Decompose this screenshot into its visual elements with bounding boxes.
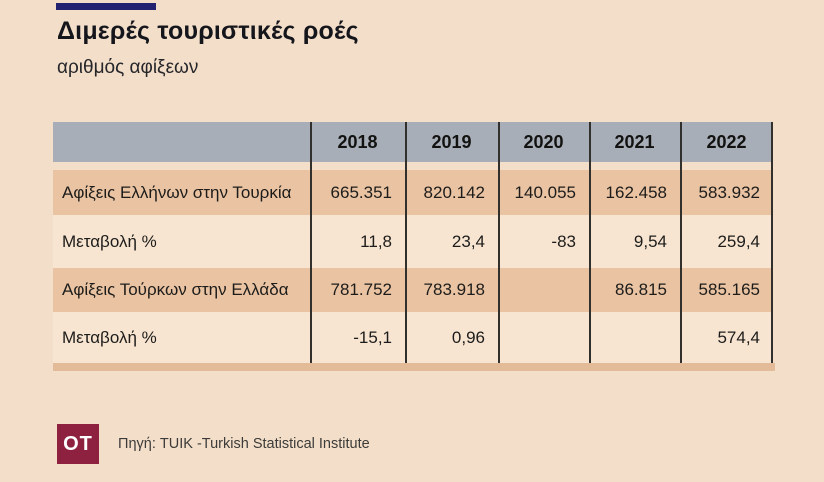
row-label: Μεταβολή % — [62, 327, 157, 347]
table-cell: -15,1 — [353, 327, 392, 347]
data-table: 2018 2019 2020 2021 2022 Αφίξεις Ελλήνων… — [53, 122, 775, 371]
table-cell — [498, 312, 589, 363]
table-bottom-strip — [53, 363, 775, 371]
row-label: Αφίξεις Ελλήνων στην Τουρκία — [62, 182, 292, 202]
header-cell-2018: 2018 — [337, 131, 378, 152]
header-cell-empty — [53, 122, 310, 162]
column-divider — [771, 122, 773, 363]
table-cell — [498, 268, 589, 312]
table-cell: 23,4 — [451, 231, 485, 251]
header-cell-2021: 2021 — [614, 131, 655, 152]
column-divider — [310, 122, 312, 363]
table-cell: 665.351 — [330, 182, 392, 202]
table-cell: 86.815 — [615, 280, 667, 299]
table-cell: 11,8 — [360, 231, 392, 251]
source-attribution: Πηγή: TUIK -Turkish Statistical Institut… — [118, 436, 370, 452]
header-cell-2022: 2022 — [706, 131, 747, 152]
table-cell: 583.932 — [698, 182, 760, 202]
table-row-change-pct-1: Μεταβολή % 11,8 23,4 -83 9,54 259,4 — [53, 215, 773, 268]
table-cell: 783.918 — [423, 280, 485, 299]
table-cell: 0,96 — [451, 327, 485, 347]
table-header-row: 2018 2019 2020 2021 2022 — [53, 122, 773, 162]
column-divider — [680, 122, 682, 363]
table-row-greek-arrivals-turkey: Αφίξεις Ελλήνων στην Τουρκία 665.351 820… — [53, 170, 773, 215]
table-cell: 9,54 — [633, 231, 667, 251]
row-label: Μεταβολή % — [62, 231, 157, 251]
accent-line — [56, 3, 156, 10]
table-row-change-pct-2: Μεταβολή % -15,1 0,96 574,4 — [53, 312, 773, 363]
table-cell: 574,4 — [717, 327, 760, 347]
page-title: Διμερές τουριστικές ροές — [57, 17, 359, 45]
row-label: Αφίξεις Τούρκων στην Ελλάδα — [62, 280, 289, 299]
header-gap — [53, 162, 773, 170]
table-cell: 781.752 — [330, 280, 392, 299]
table-cell: 585.165 — [698, 280, 760, 299]
table-cell: -83 — [551, 231, 576, 251]
header-cell-2019: 2019 — [431, 131, 472, 152]
table-cell: 162.458 — [605, 182, 667, 202]
table-cell — [589, 312, 680, 363]
ot-logo: OT — [57, 424, 99, 464]
column-divider — [405, 122, 407, 363]
table-cell: 259,4 — [717, 231, 760, 251]
page-subtitle: αριθμός αφίξεων — [57, 57, 199, 78]
column-divider — [498, 122, 500, 363]
table-cell: 820.142 — [423, 182, 485, 202]
table-row-turkish-arrivals-greece: Αφίξεις Τούρκων στην Ελλάδα 781.752 783.… — [53, 268, 773, 312]
table-cell: 140.055 — [514, 182, 576, 202]
header-cell-2020: 2020 — [523, 131, 564, 152]
column-divider — [589, 122, 591, 363]
